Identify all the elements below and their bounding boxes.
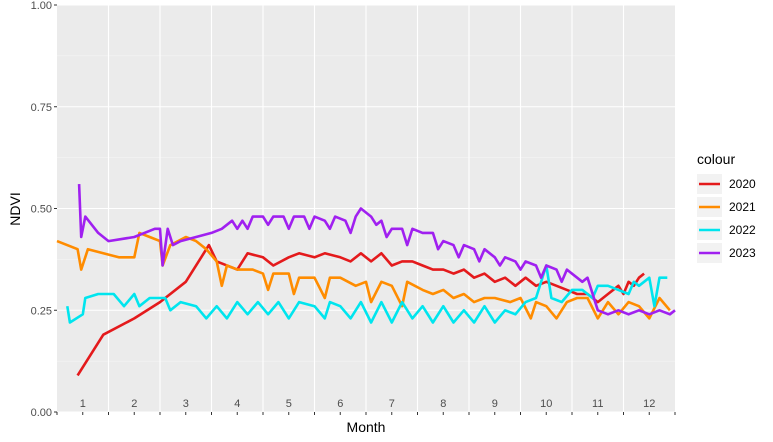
y-axis-title: NDVI <box>7 192 23 225</box>
legend-label-2021: 2021 <box>729 200 756 214</box>
y-tick-label: 1.00 <box>31 0 52 12</box>
x-tick-label: 5 <box>286 398 292 410</box>
legend-title: colour <box>697 151 735 167</box>
legend: colour 2020 2021 2022 2023 <box>697 151 756 263</box>
x-tick-label: 1 <box>80 398 86 410</box>
x-axis: 1 2 3 4 5 6 7 8 9 10 11 12 <box>56 398 676 415</box>
series-lines <box>56 184 676 377</box>
x-tick-label: 6 <box>337 398 343 410</box>
y-tick-label: 0.25 <box>31 305 52 317</box>
x-tick-label: 4 <box>234 398 240 410</box>
x-tick-label: 2 <box>131 398 137 410</box>
major-gridlines <box>57 4 675 413</box>
y-tick-label: 0.50 <box>31 204 52 216</box>
x-tick-label: 9 <box>492 398 498 410</box>
y-tick-label: 0.00 <box>31 407 52 419</box>
x-tick-label: 11 <box>592 398 603 410</box>
y-tick-label: 0.75 <box>31 102 52 114</box>
y-axis: 0.00 0.25 0.50 0.75 1.00 <box>31 0 57 419</box>
series-line-2023 <box>77 184 676 316</box>
x-tick-label: 3 <box>183 398 189 410</box>
x-axis-title: Month <box>347 419 386 435</box>
legend-label-2022: 2022 <box>729 223 756 237</box>
x-tick-label: 7 <box>389 398 395 410</box>
legend-label-2023: 2023 <box>729 246 756 260</box>
x-tick-label: 8 <box>440 398 446 410</box>
series-line-2022 <box>66 264 668 324</box>
x-tick-label: 10 <box>540 398 552 410</box>
x-tick-label: 12 <box>643 398 655 410</box>
legend-label-2020: 2020 <box>729 177 756 191</box>
